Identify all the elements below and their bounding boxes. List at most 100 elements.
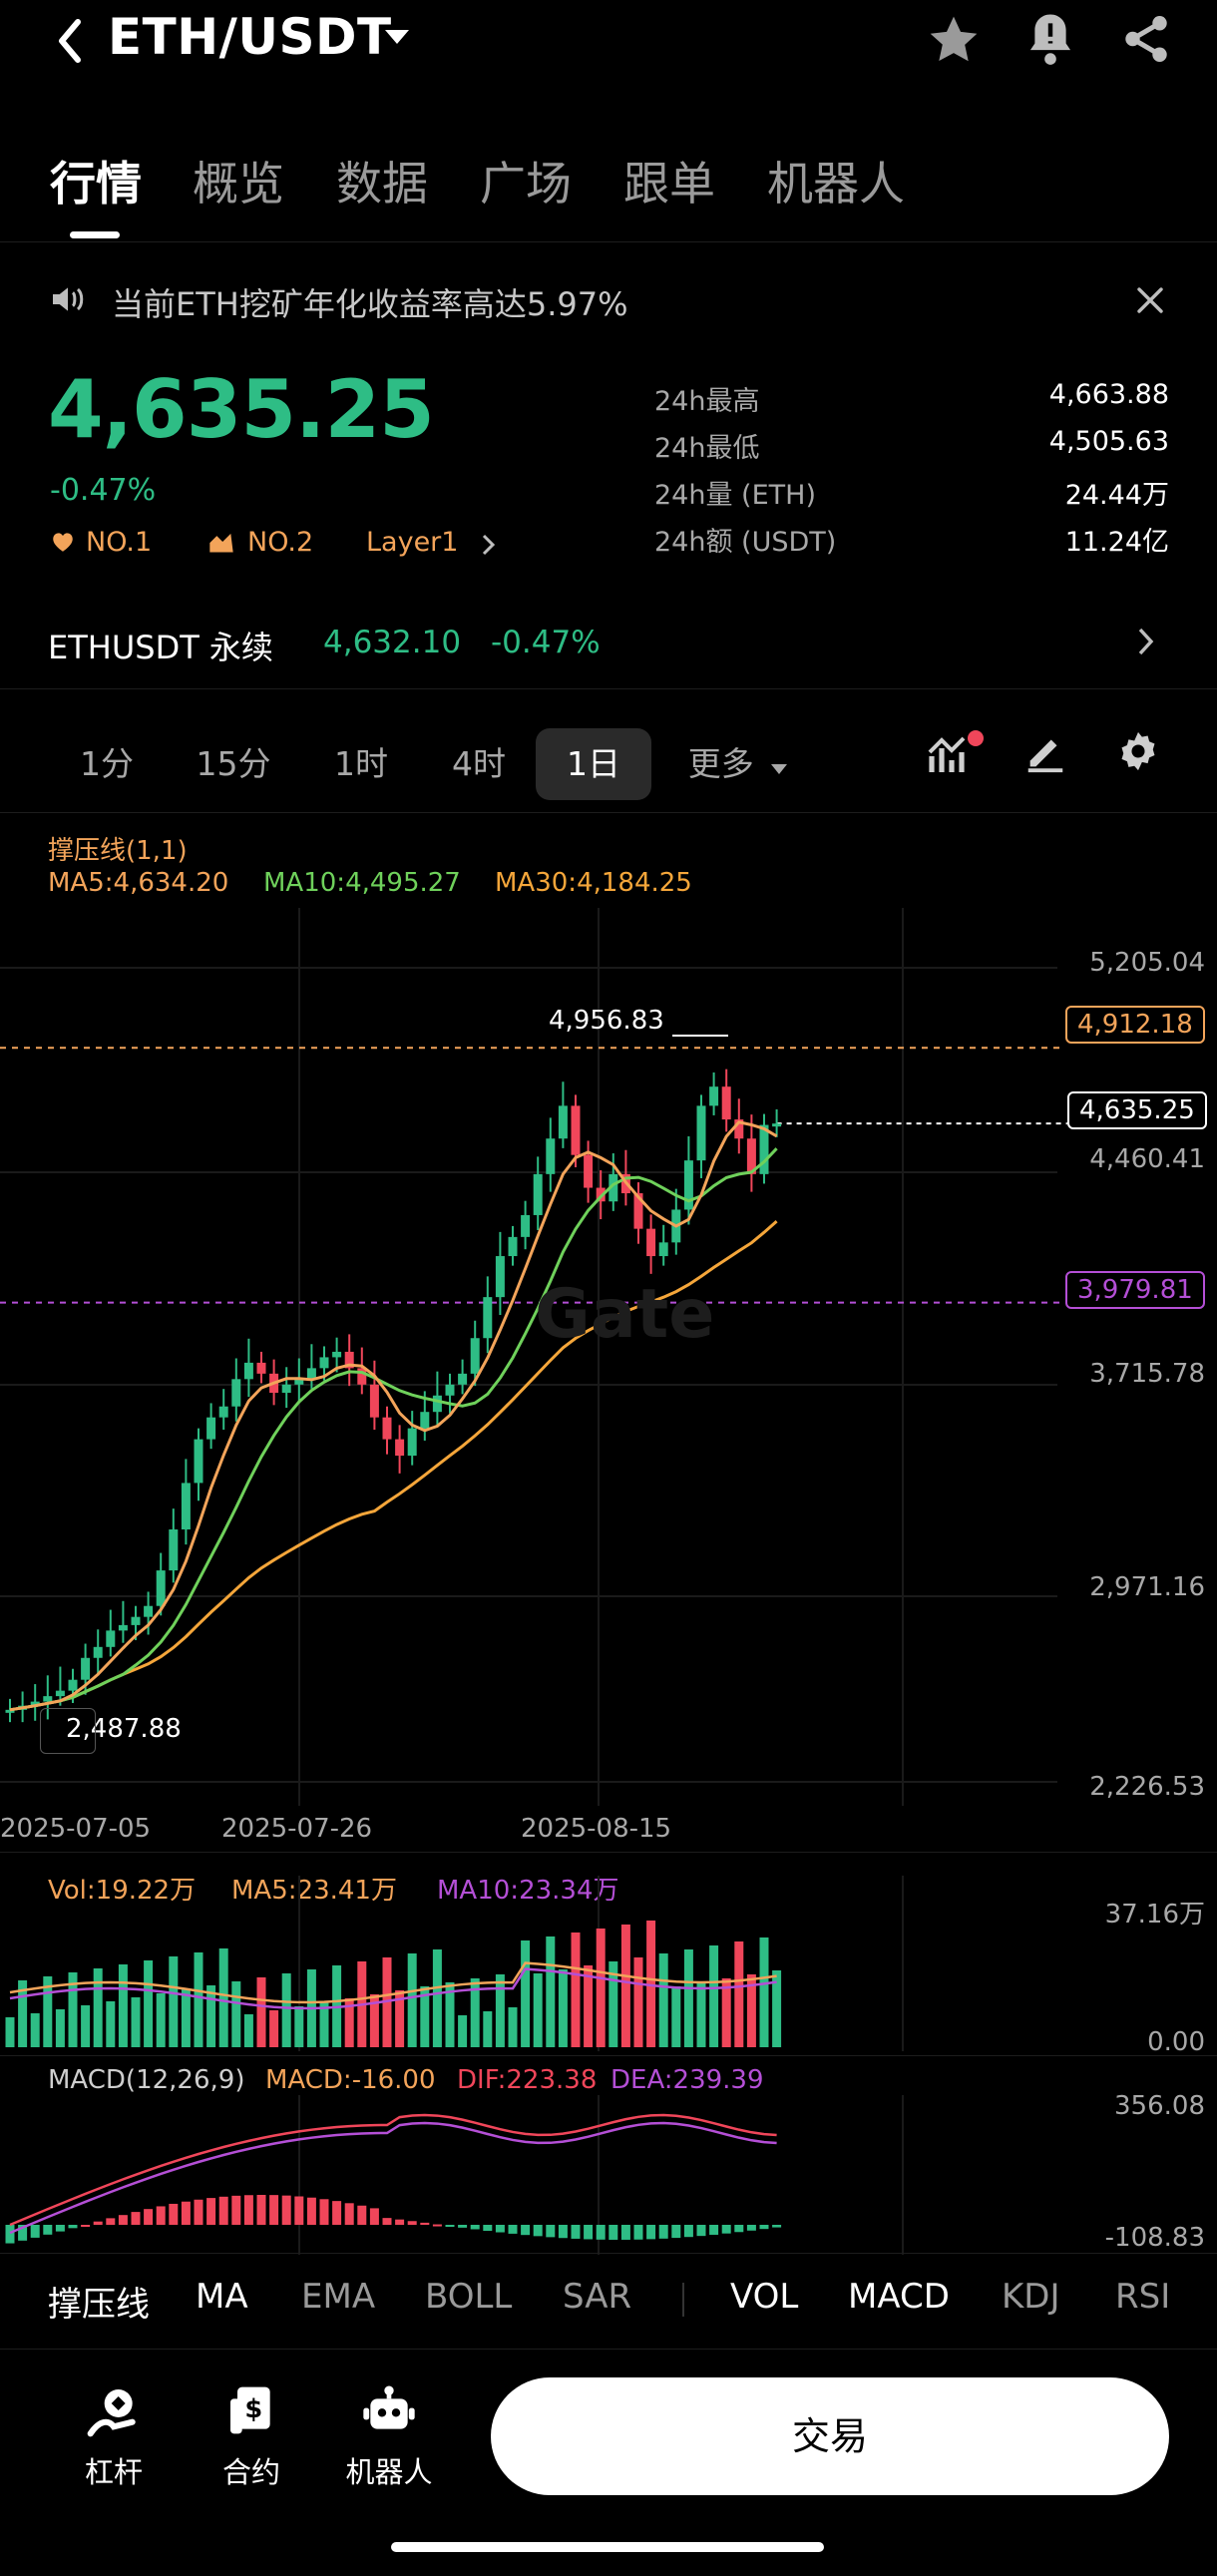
timeframe-1h[interactable]: 1时 — [334, 744, 388, 783]
candle-body-12 — [156, 1570, 166, 1606]
indicator-support-resistance[interactable]: 撑压线 — [48, 2285, 150, 2325]
current-price-tag[interactable]: 4,635.25 — [1067, 1091, 1207, 1129]
contract-button[interactable]: $ 合约 — [202, 2382, 301, 2491]
indicator-rsi[interactable]: RSI — [1115, 2277, 1171, 2317]
tab-data[interactable]: 数据 — [336, 157, 428, 211]
category-tag[interactable]: Layer1 — [366, 527, 459, 558]
macd-hist-39 — [495, 2225, 505, 2233]
macd-hist-21 — [269, 2195, 279, 2225]
stat-high-label: 24h最高 — [654, 386, 760, 417]
perpetual-name[interactable]: ETHUSDT 永续 — [48, 629, 273, 666]
dif-value: DIF:223.38 — [457, 2065, 598, 2095]
robot-button[interactable]: 机器人 — [329, 2382, 449, 2491]
macd-hist-25 — [319, 2199, 329, 2225]
volume-legend: Vol:19.22万 — [48, 1876, 197, 1906]
resistance-price-tag[interactable]: 4,912.18 — [1065, 1006, 1205, 1044]
indicator-title: 撑压线(1,1) — [48, 836, 188, 866]
star-icon[interactable] — [926, 12, 982, 72]
timeframe-4h[interactable]: 4时 — [452, 744, 506, 783]
macd-hist-2 — [30, 2225, 40, 2238]
candle-body-45 — [571, 1105, 581, 1155]
contract-icon: $ — [230, 2386, 270, 2434]
rank-1[interactable]: NO.1 — [86, 527, 153, 558]
share-icon[interactable] — [1119, 12, 1173, 70]
macd-hist-22 — [281, 2195, 291, 2225]
stat-turnover-value: 11.24亿 — [1064, 527, 1169, 558]
indicator-macd[interactable]: MACD — [848, 2277, 950, 2317]
candle-body-25 — [319, 1357, 329, 1369]
macd-hist-17 — [218, 2196, 228, 2225]
macd-hist-49 — [620, 2225, 630, 2240]
timeframe-more[interactable]: 更多 — [678, 728, 798, 800]
volume-bar-11 — [144, 1960, 154, 2047]
macd-value: MACD:-16.00 — [265, 2065, 436, 2095]
tab-square[interactable]: 广场 — [480, 157, 572, 211]
trade-button[interactable]: 交易 — [491, 2377, 1169, 2495]
indicator-vol[interactable]: VOL — [730, 2277, 799, 2317]
tab-market[interactable]: 行情 — [50, 157, 142, 211]
support-price-tag[interactable]: 3,979.81 — [1065, 1271, 1205, 1309]
svg-text:$: $ — [244, 2394, 262, 2424]
chevron-right-icon[interactable] — [481, 533, 497, 561]
macd-hist-24 — [306, 2197, 316, 2225]
tab-overview[interactable]: 概览 — [193, 157, 284, 211]
indicator-ma[interactable]: MA — [196, 2277, 248, 2317]
macd-hist-38 — [483, 2225, 493, 2232]
indicator-kdj[interactable]: KDJ — [1002, 2277, 1060, 2317]
volume-chart — [5, 1876, 904, 2051]
candle-body-5 — [68, 1679, 78, 1691]
candle-body-38 — [483, 1297, 493, 1339]
indicator-sar[interactable]: SAR — [563, 2277, 632, 2317]
home-indicator[interactable] — [391, 2542, 824, 2552]
stat-low-value: 4,505.63 — [1048, 426, 1169, 457]
candle-body-6 — [81, 1657, 91, 1680]
volume-bar-40 — [508, 2007, 518, 2047]
macd-hist-11 — [144, 2209, 154, 2225]
timeframe-15m[interactable]: 15分 — [196, 744, 271, 783]
candle-body-58 — [734, 1119, 744, 1139]
candle-body-9 — [118, 1624, 128, 1631]
close-icon[interactable] — [1135, 285, 1165, 319]
macd-hist-45 — [571, 2225, 581, 2239]
tab-copy-trading[interactable]: 跟单 — [623, 157, 715, 211]
volume-bar-53 — [671, 1986, 681, 2047]
macd-hist-58 — [734, 2225, 744, 2233]
candle-body-46 — [584, 1154, 594, 1188]
volume-bar-33 — [420, 1986, 430, 2047]
macd-hist-1 — [18, 2225, 28, 2241]
indicator-boll[interactable]: BOLL — [425, 2277, 513, 2317]
macd-hist-30 — [382, 2218, 392, 2225]
high-marker: 4,956.83 — [549, 1006, 664, 1036]
leverage-button[interactable]: 杠杆 — [64, 2382, 164, 2491]
settings-gear-icon[interactable] — [1115, 728, 1161, 778]
macd-hist-61 — [772, 2225, 782, 2228]
candle-body-27 — [344, 1351, 354, 1369]
volume-ma5-legend: MA5:23.41万 — [231, 1876, 397, 1906]
candle-body-29 — [369, 1384, 379, 1418]
indicator-ema[interactable]: EMA — [301, 2277, 376, 2317]
macd-chart — [5, 2095, 904, 2255]
pair-dropdown-icon[interactable] — [383, 28, 411, 52]
macd-y-bottom: -108.83 — [1104, 2223, 1205, 2253]
indicator-icon[interactable] — [926, 728, 986, 782]
indicator-divider — [682, 2283, 684, 2317]
tab-bots[interactable]: 机器人 — [767, 157, 905, 211]
pair-title[interactable]: ETH/USDT — [108, 8, 392, 66]
macd-hist-35 — [445, 2225, 455, 2227]
notice-text[interactable]: 当前ETH挖矿年化收益率高达5.97% — [112, 285, 628, 323]
timeframe-1m[interactable]: 1分 — [80, 744, 134, 783]
bell-icon[interactable] — [1023, 10, 1077, 72]
volume-ma10-line — [9, 1967, 777, 2010]
timeframe-1d[interactable]: 1日 — [536, 728, 651, 800]
perpetual-chevron-icon[interactable] — [1137, 627, 1155, 660]
candlestick-chart[interactable] — [0, 908, 1217, 1806]
back-icon[interactable] — [50, 14, 90, 68]
draw-tool-icon[interactable] — [1021, 728, 1069, 778]
macd-hist-52 — [658, 2225, 668, 2239]
candle-body-44 — [558, 1105, 568, 1139]
macd-hist-3 — [43, 2225, 53, 2235]
stat-turnover-label: 24h额 (USDT) — [654, 527, 837, 558]
candle-body-22 — [281, 1384, 291, 1394]
macd-hist-18 — [231, 2195, 241, 2225]
rank-2[interactable]: NO.2 — [247, 527, 314, 558]
